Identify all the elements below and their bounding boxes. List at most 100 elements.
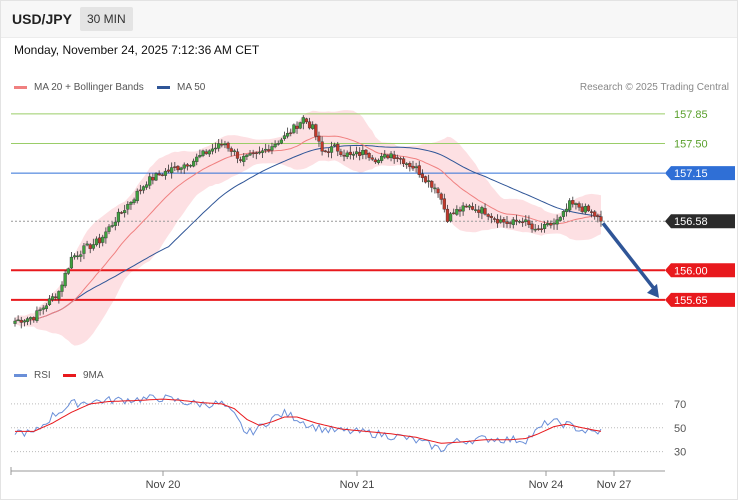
candle-body (492, 218, 497, 220)
title-bar: USD/JPY 30 MIN (1, 1, 737, 38)
candle-body (29, 317, 33, 320)
candle-body (51, 296, 55, 300)
candle-body (307, 121, 312, 129)
level-label-157.50: 157.50 (674, 138, 708, 150)
candle-body (107, 226, 111, 232)
candle-body (270, 146, 274, 151)
candle-body (239, 159, 243, 161)
interval-button[interactable]: 30 MIN (80, 7, 133, 31)
candle-body (223, 143, 227, 146)
candle-body (376, 159, 381, 163)
candle-body (574, 203, 578, 205)
candle-body (204, 151, 208, 154)
candle-body (445, 208, 450, 222)
candle-body (245, 154, 249, 157)
candle-body (298, 122, 302, 129)
candle-body (213, 147, 218, 150)
candle-body (295, 125, 299, 129)
candle-body (389, 153, 393, 158)
candle-body (141, 186, 146, 191)
candle-body (483, 208, 487, 215)
candle-body (251, 152, 255, 155)
candle-body (373, 159, 377, 163)
candle-body (66, 268, 70, 274)
candle-body (348, 151, 352, 155)
candle-body (599, 216, 603, 222)
legend-ma20-label: MA 20 + Bollinger Bands (34, 82, 144, 93)
candle-body (135, 190, 139, 202)
timestamp: Monday, November 24, 2025 7:12:36 AM CET (14, 43, 260, 57)
candle-body (257, 151, 262, 154)
candle-body (549, 223, 553, 226)
candle-body (408, 163, 412, 167)
candle-body (395, 157, 399, 159)
rsi-level-label-50: 50 (674, 423, 686, 435)
candle-body (354, 151, 359, 155)
candle-body (57, 291, 61, 300)
level-label-157.85: 157.85 (674, 109, 708, 121)
candle-body (370, 157, 374, 160)
candle-body (530, 223, 534, 230)
level-box-156.00 (665, 263, 735, 278)
candle-body (110, 225, 114, 227)
candle-body (536, 228, 540, 230)
candle-body (154, 173, 158, 181)
candle-body (85, 243, 89, 246)
candle-body (138, 189, 142, 192)
candle-body (364, 149, 368, 155)
candle-body (220, 144, 224, 146)
candle-body (358, 151, 362, 156)
candle-body (188, 164, 193, 167)
candle-body (166, 169, 171, 172)
candle-body (235, 151, 240, 159)
ma20-swatch (14, 86, 27, 89)
candle-body (514, 219, 518, 222)
candle-body (198, 155, 202, 158)
candle-body (44, 305, 48, 309)
candle-body (477, 209, 481, 213)
candle-body (126, 204, 130, 210)
candle-body (98, 237, 102, 244)
candle-body (16, 319, 20, 322)
candle-body (286, 133, 290, 137)
candle-body (486, 214, 490, 217)
candle-body (593, 211, 597, 217)
candle-body (113, 221, 117, 226)
credit-text: Research © 2025 Trading Central (579, 82, 729, 93)
x-tick-label-Nov 24: Nov 24 (529, 479, 564, 491)
candle-body (157, 173, 161, 176)
candle-body (267, 149, 271, 152)
candle-body (458, 209, 462, 212)
candle-body (568, 200, 572, 211)
candles (13, 115, 603, 329)
projection-arrow (601, 222, 657, 291)
candle-body (361, 150, 365, 156)
candle-body (546, 223, 550, 226)
rsi-swatch (14, 374, 27, 377)
candle-body (210, 148, 215, 152)
candle-body (433, 187, 437, 190)
candle-body (527, 220, 531, 225)
level-box-155.65 (665, 292, 735, 307)
candle-body (160, 174, 164, 176)
candle-body (467, 205, 471, 208)
candle-body (317, 135, 321, 142)
x-tick-label-Nov 21: Nov 21 (340, 479, 375, 491)
candle-body (564, 208, 569, 213)
candle-body (439, 193, 443, 200)
candle-body (502, 219, 506, 223)
candle-body (345, 152, 349, 157)
candle-body (25, 318, 30, 322)
legend-rsi: RSI (14, 370, 51, 381)
candle-body (401, 158, 406, 164)
candle-body (489, 215, 493, 218)
candle-body (260, 150, 265, 153)
candle-body (19, 319, 23, 323)
candle-body (79, 254, 83, 257)
candle-body (163, 170, 168, 176)
candle-body (333, 144, 337, 146)
candle-body (320, 141, 324, 152)
candle-body (524, 219, 528, 222)
candle-body (94, 238, 99, 246)
